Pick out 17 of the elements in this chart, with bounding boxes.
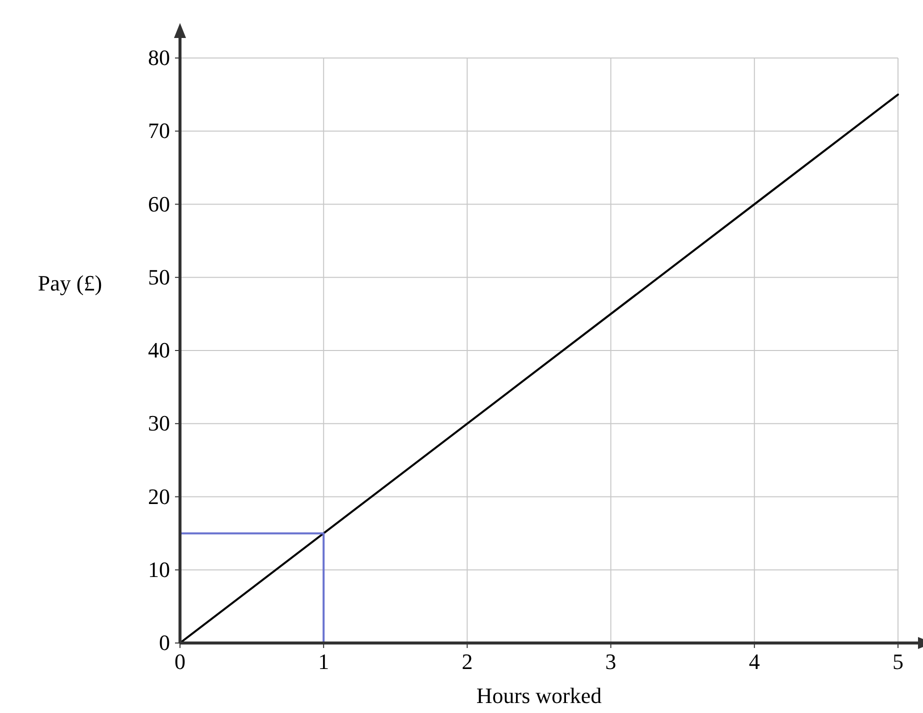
x-tick-label: 2 xyxy=(462,649,473,674)
x-tick-label: 3 xyxy=(605,649,616,674)
y-tick-label: 10 xyxy=(148,556,170,582)
y-tick-label: 0 xyxy=(159,630,170,655)
x-axis-title: Hours worked xyxy=(476,683,602,708)
y-tick-label: 30 xyxy=(148,410,170,436)
x-tick-label: 4 xyxy=(748,649,760,674)
y-tick-label: 60 xyxy=(148,191,170,216)
x-tick-label: 0 xyxy=(174,649,186,674)
x-tick-label: 1 xyxy=(318,649,330,674)
y-tick-label: 40 xyxy=(148,338,170,362)
y-tick-label: 20 xyxy=(148,484,170,509)
y-tick-label: 70 xyxy=(148,118,170,144)
y-axis-title: Pay (£) xyxy=(38,270,102,296)
y-tick-label: 80 xyxy=(148,45,170,70)
x-tick-label: 5 xyxy=(892,649,904,674)
y-tick-label: 50 xyxy=(148,264,170,290)
